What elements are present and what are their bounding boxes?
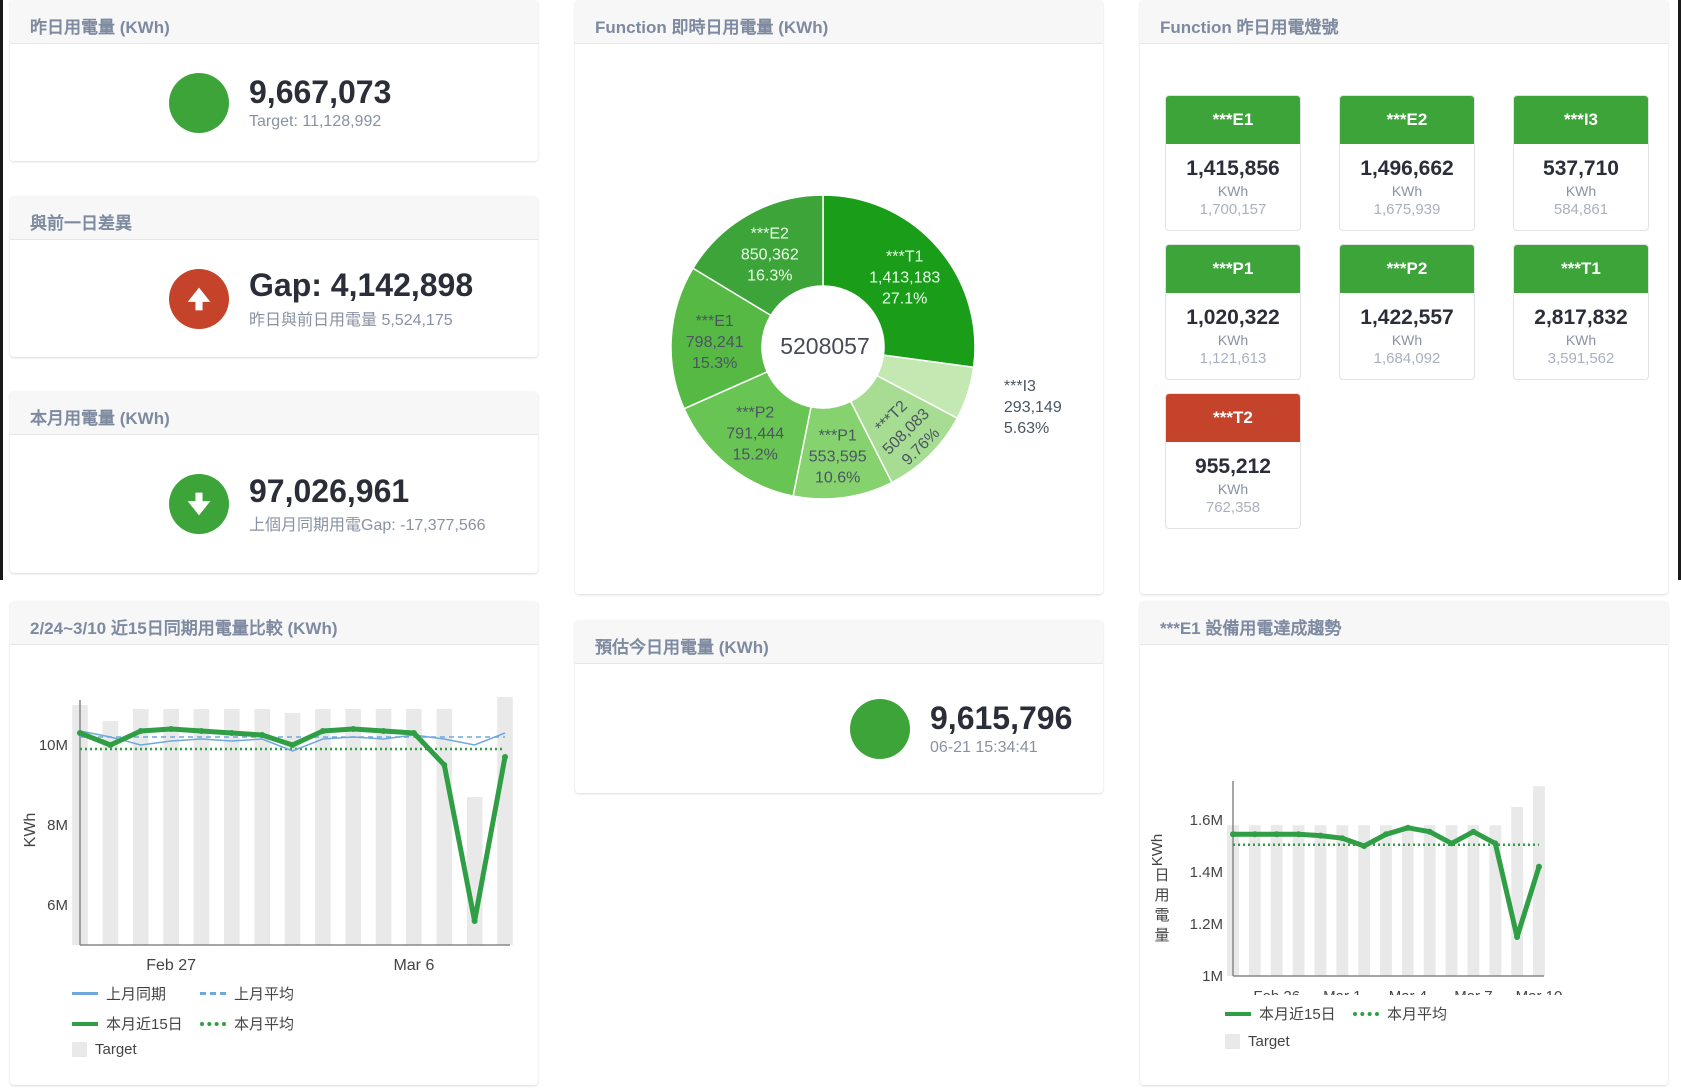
svg-text:Mar 4: Mar 4: [1389, 988, 1427, 995]
svg-text:Feb 27: Feb 27: [146, 957, 196, 974]
svg-text:5.63%: 5.63%: [1004, 420, 1049, 437]
svg-text:1.2M: 1.2M: [1190, 916, 1223, 933]
svg-text:***P2: ***P2: [736, 405, 774, 422]
svg-text:850,362: 850,362: [741, 247, 799, 264]
svg-text:6M: 6M: [47, 897, 68, 914]
svg-text:用: 用: [1154, 887, 1169, 904]
svg-text:553,595: 553,595: [809, 449, 867, 466]
svg-text:***P1: ***P1: [819, 428, 857, 445]
svg-text:1M: 1M: [1202, 968, 1223, 985]
svg-text:Mar 7: Mar 7: [1454, 988, 1492, 995]
svg-text:***T1: ***T1: [886, 249, 923, 266]
svg-text:電: 電: [1154, 907, 1169, 924]
svg-text:27.1%: 27.1%: [882, 291, 927, 308]
svg-text:15.2%: 15.2%: [733, 447, 778, 464]
svg-text:Mar 6: Mar 6: [393, 957, 434, 974]
svg-text:10.6%: 10.6%: [815, 470, 860, 487]
svg-text:798,241: 798,241: [686, 334, 744, 351]
svg-text:Feb 26: Feb 26: [1253, 988, 1300, 995]
svg-text:***I3: ***I3: [1004, 378, 1036, 395]
svg-text:293,149: 293,149: [1004, 399, 1062, 416]
svg-text:KWh: KWh: [22, 813, 39, 848]
svg-text:1.4M: 1.4M: [1190, 864, 1223, 881]
svg-text:量: 量: [1154, 927, 1169, 944]
svg-text:15.3%: 15.3%: [692, 355, 737, 372]
svg-text:10M: 10M: [39, 737, 68, 754]
svg-text:***E2: ***E2: [751, 226, 789, 243]
svg-text:5208057: 5208057: [780, 333, 870, 359]
svg-text:Mar 10: Mar 10: [1516, 988, 1563, 995]
svg-text:日: 日: [1154, 867, 1169, 884]
svg-text:791,444: 791,444: [726, 426, 784, 443]
svg-text:***E1: ***E1: [696, 313, 734, 330]
svg-text:8M: 8M: [47, 817, 68, 834]
svg-text:Mar 1: Mar 1: [1323, 988, 1361, 995]
svg-text:16.3%: 16.3%: [747, 268, 792, 285]
svg-text:KWh: KWh: [1149, 834, 1166, 867]
svg-text:1.6M: 1.6M: [1190, 812, 1223, 829]
svg-text:1,413,183: 1,413,183: [869, 270, 940, 287]
